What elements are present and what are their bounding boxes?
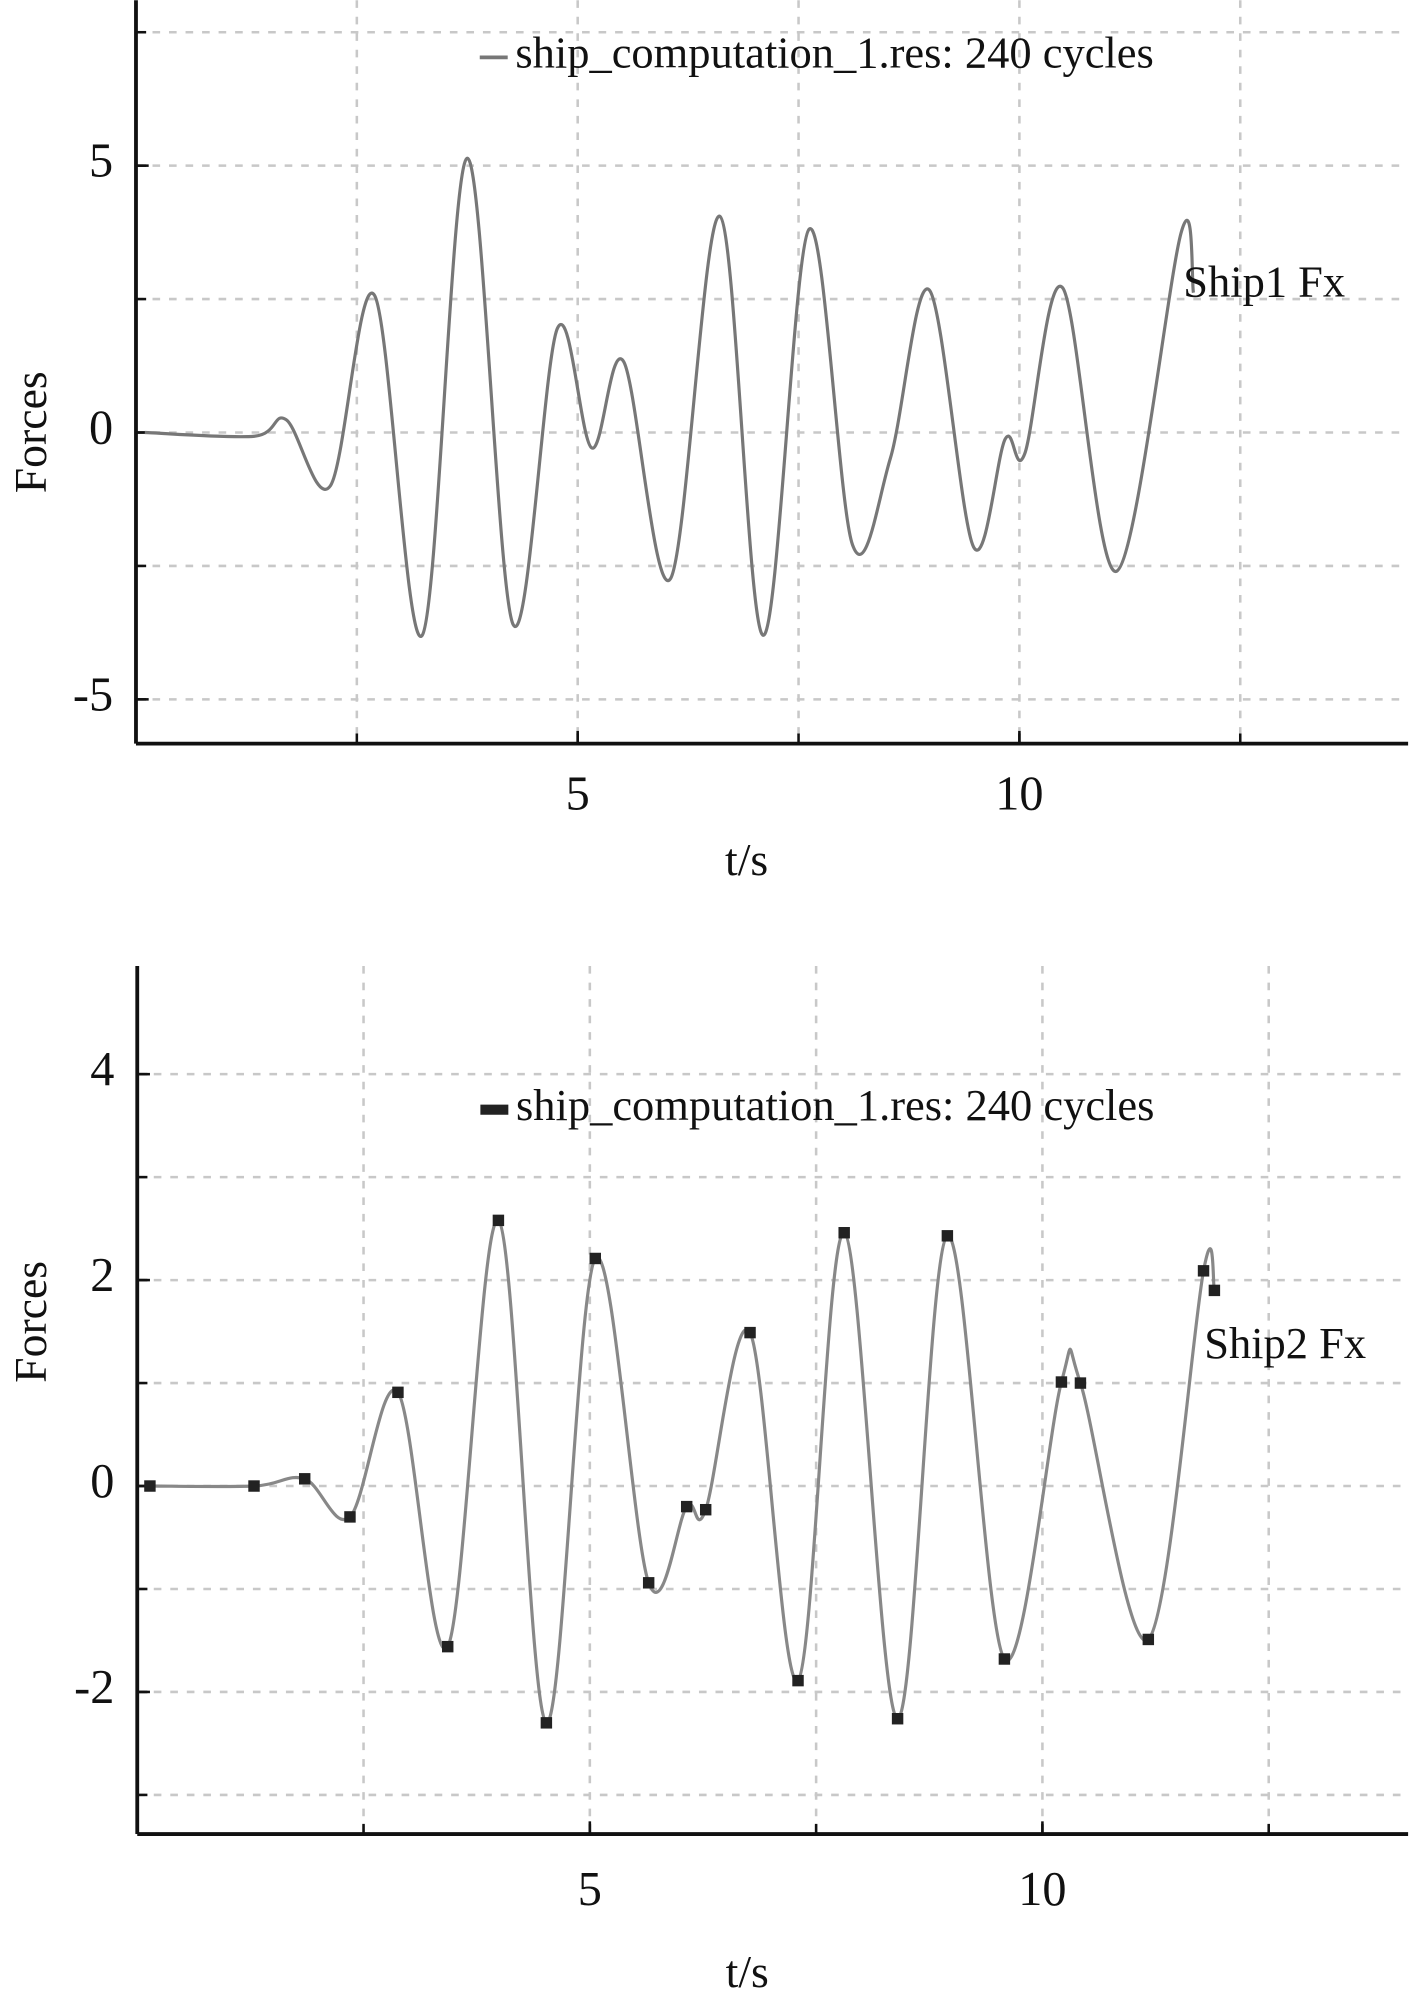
data-point	[642, 1577, 655, 1589]
data-point	[248, 1480, 260, 1492]
data-point	[891, 1713, 904, 1725]
x-axis-label: t/s	[726, 1946, 769, 1997]
data-point	[941, 1230, 954, 1242]
data-line	[144, 156, 1196, 638]
chart: 5 10 -5 0 5 t/s Forces ship_computation_1.res: …	[5, 0, 1409, 885]
data-point	[1055, 1376, 1068, 1388]
x-tick-label: 10	[995, 767, 1043, 820]
data-point	[838, 1227, 850, 1239]
data-point	[344, 1511, 356, 1523]
data-point	[442, 1640, 454, 1653]
chart: 5 10 -2 0 2 4 t/s Forces ship_computation_1.res:…	[5, 966, 1409, 1997]
annotation: Ship2 Fx	[1204, 1318, 1366, 1368]
legend-label: ship_computation_1.res: 240 cycles	[515, 28, 1154, 78]
data-point	[680, 1500, 693, 1513]
data-point	[144, 1480, 156, 1492]
y-tick-label: 4	[90, 1043, 114, 1096]
data-point	[1074, 1377, 1087, 1389]
data-point	[699, 1503, 712, 1516]
y-tick-label: -5	[73, 668, 113, 721]
data-point	[1208, 1284, 1221, 1297]
data-point	[998, 1653, 1011, 1665]
annotation: Ship1 Fx	[1183, 257, 1345, 307]
y-tick-label: 0	[90, 1455, 114, 1508]
y-tick-label: 2	[90, 1249, 114, 1302]
x-tick-label: 5	[566, 767, 590, 820]
data-point	[792, 1674, 804, 1687]
data-point	[298, 1473, 311, 1485]
y-tick-label: -2	[74, 1661, 114, 1714]
y-tick-label: 5	[89, 135, 113, 188]
y-axis-label: Forces	[5, 371, 56, 493]
y-tick-label: 0	[89, 402, 113, 455]
data-point	[1197, 1265, 1210, 1277]
data-point	[1142, 1633, 1155, 1646]
data-point	[392, 1386, 404, 1399]
data-point	[744, 1326, 756, 1339]
data-line	[149, 1218, 1216, 1725]
x-tick-label: 10	[1018, 1863, 1066, 1916]
x-tick-label: 5	[578, 1863, 602, 1916]
x-axis-label: t/s	[725, 834, 768, 885]
data-point	[589, 1252, 601, 1265]
data-point	[492, 1214, 505, 1227]
y-axis-label: Forces	[5, 1261, 56, 1383]
data-point	[540, 1717, 553, 1729]
legend-label: ship_computation_1.res: 240 cycles	[516, 1080, 1155, 1130]
